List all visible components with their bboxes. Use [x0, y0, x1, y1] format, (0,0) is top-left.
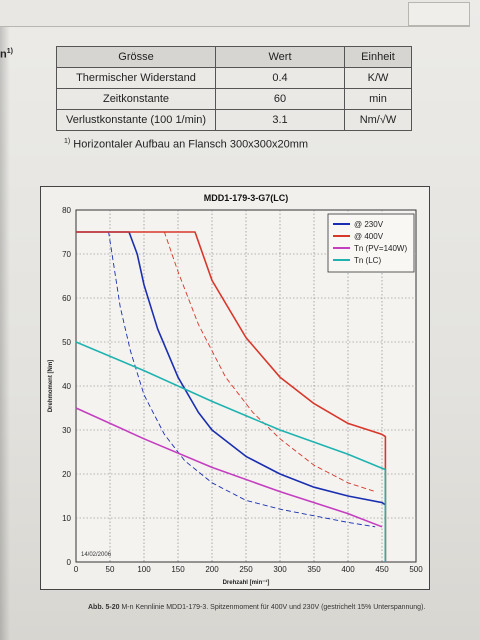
table-header-row: Grösse Wert Einheit — [56, 46, 412, 68]
x-tick-label: 300 — [273, 565, 287, 574]
legend-label: Tn (LC) — [354, 256, 381, 265]
x-axis-label: Drehzahl [min⁻¹] — [223, 579, 270, 586]
y-tick-label: 60 — [62, 294, 71, 303]
torque-speed-chart: 0 50 100 150 200 250 300 350 400 450 500 0 10 20 30 40 5… — [48, 193, 423, 586]
footnote-ref-sup: 1) — [6, 48, 13, 55]
y-axis-label: Drehmoment [Nm] — [48, 360, 54, 412]
footnote: 1) Horizontaler Aufbau an Flansch 300x30… — [64, 138, 308, 151]
series-line — [75, 407, 383, 528]
row-name: Zeitkonstante — [56, 88, 216, 110]
header-wert: Wert — [215, 46, 345, 68]
header-groesse: Grösse — [56, 46, 216, 68]
top-box — [408, 2, 470, 26]
series-line — [75, 341, 387, 562]
date-stamp: 14/02/2006 — [81, 552, 112, 558]
row-value: 0.4 — [215, 67, 345, 89]
row-value: 60 — [215, 88, 345, 110]
top-strip — [0, 0, 470, 27]
row-name: Thermischer Widerstand — [56, 67, 216, 89]
row-name: Verlustkonstante (100 1/min) — [56, 109, 216, 131]
table-row: Thermischer Widerstand 0.4 K/W — [56, 67, 412, 89]
table-row: Verlustkonstante (100 1/min) 3.1 Nm/√W — [56, 109, 412, 131]
x-tick-label: 0 — [74, 565, 79, 574]
header-einheit: Einheit — [344, 46, 412, 68]
y-tick-label: 70 — [62, 250, 71, 259]
y-tick-label: 80 — [62, 206, 71, 215]
series-line — [76, 231, 386, 506]
row-unit: min — [344, 88, 412, 110]
y-tick-label: 30 — [62, 426, 71, 435]
x-tick-label: 250 — [239, 565, 253, 574]
x-tick-label: 350 — [307, 565, 321, 574]
legend-label: @ 400V — [354, 232, 384, 241]
chart-title: MDD1-179-3-G7(LC) — [204, 193, 289, 203]
series-line — [76, 231, 387, 562]
y-tick-label: 20 — [62, 470, 71, 479]
figure-caption: Abb. 5-20 M-n Kennlinie MDD1-179-3. Spit… — [88, 603, 428, 612]
table-row: Zeitkonstante 60 min — [56, 88, 412, 110]
x-tick-label: 400 — [341, 565, 355, 574]
x-tick-label: 50 — [106, 565, 115, 574]
y-tick-label: 40 — [62, 382, 71, 391]
footnote-reference: n1) — [0, 48, 13, 61]
caption-label: Abb. 5-20 — [88, 604, 120, 611]
x-tick-label: 150 — [171, 565, 185, 574]
row-unit: K/W — [344, 67, 412, 89]
footnote-ref-letter: n — [0, 48, 7, 61]
series-line-dashed — [76, 231, 376, 528]
row-value: 3.1 — [215, 109, 345, 131]
y-tick-label: 50 — [62, 338, 71, 347]
x-tick-label: 200 — [205, 565, 219, 574]
footnote-marker: 1) — [64, 138, 71, 145]
row-unit: Nm/√W — [344, 109, 412, 131]
caption-text: M-n Kennlinie MDD1-179-3. Spitzenmoment … — [121, 604, 426, 611]
page-shadow — [0, 0, 10, 640]
parameter-table: Grösse Wert Einheit Thermischer Widersta… — [56, 46, 412, 131]
x-tick-label: 100 — [137, 565, 151, 574]
series-line-dashed — [76, 231, 376, 493]
footnote-text: Horizontaler Aufbau an Flansch 300x300x2… — [73, 138, 309, 151]
y-tick-label: 10 — [62, 514, 71, 523]
x-tick-label: 500 — [409, 565, 423, 574]
legend-label: Tn (PV=140W) — [354, 244, 407, 253]
legend-label: @ 230V — [354, 220, 384, 229]
y-tick-label: 0 — [67, 558, 72, 567]
x-tick-label: 450 — [375, 565, 389, 574]
